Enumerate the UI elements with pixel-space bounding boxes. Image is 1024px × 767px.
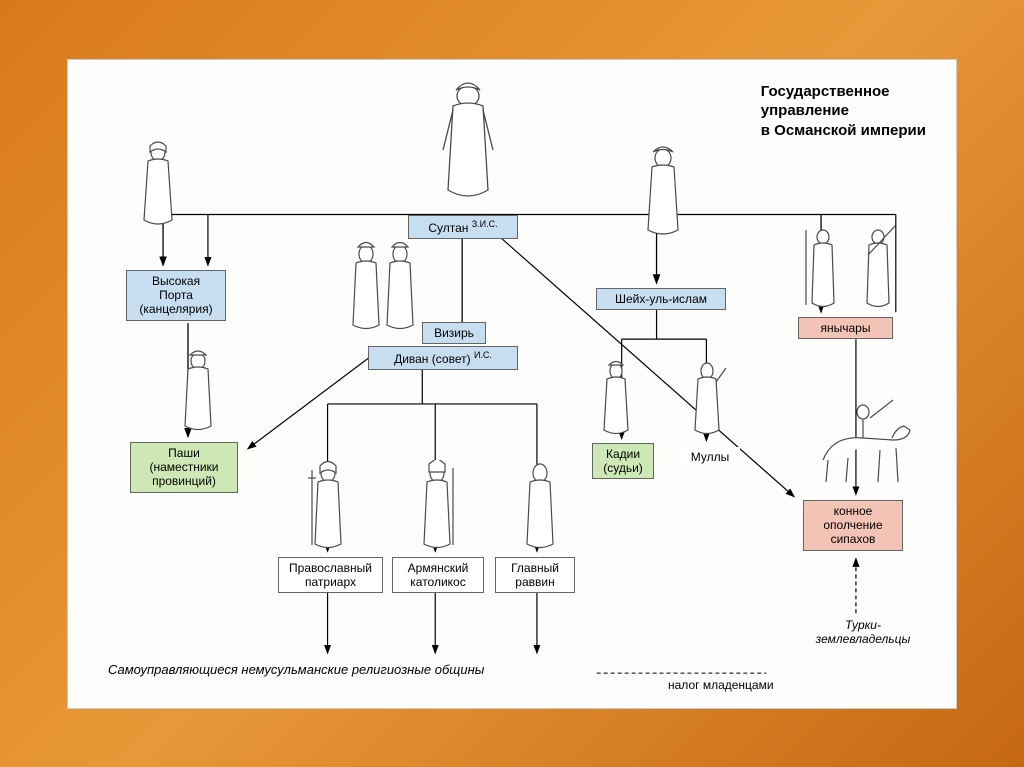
figure-rabbi (520, 460, 560, 552)
node-label: Порта (159, 288, 193, 302)
caption-line: Турки- (845, 618, 881, 632)
node-label: Главный (511, 561, 559, 575)
node-label: Паши (168, 446, 200, 460)
figure-porta-official (136, 140, 180, 230)
node-sheikh: Шейх-уль-ислам (596, 288, 726, 310)
node-porta: Высокая Порта (канцелярия) (126, 270, 226, 321)
figure-yanichary (798, 225, 913, 315)
node-label: Шейх-уль-ислам (615, 292, 707, 306)
node-catholicos: Армянский католикос (392, 557, 484, 594)
node-label: (судьи) (603, 461, 643, 475)
caption-turki: Турки- землевладельцы (803, 618, 923, 647)
caption-line: налог младенцами (668, 678, 774, 692)
title-line: в Османской империи (761, 122, 926, 139)
caption-line: Самоуправляющиеся немусульманские религи… (108, 662, 484, 677)
node-konnoe: конное ополчение сипахов (803, 500, 903, 551)
node-label: Армянский (408, 561, 469, 575)
node-rabbi: Главный раввин (495, 557, 575, 594)
node-patriarch: Православный патриарх (278, 557, 383, 594)
node-label: Визирь (434, 326, 474, 340)
figure-konnoe (808, 390, 918, 490)
node-label: католикос (410, 575, 465, 589)
node-label: конное (834, 504, 873, 518)
node-label: раввин (515, 575, 554, 589)
title-line: Государственное (761, 83, 890, 100)
node-sup: З.И.С. (472, 219, 498, 229)
node-label: Диван (совет) (394, 352, 471, 366)
figure-sultan (438, 80, 498, 210)
node-label: (канцелярия) (139, 302, 212, 316)
node-label: патриарх (305, 575, 356, 589)
diagram-panel: Государственное управление в Османской и… (67, 59, 957, 709)
figure-mully (686, 360, 728, 438)
figure-catholicos (416, 460, 458, 552)
node-sultan: Султан З.И.С. (408, 215, 518, 239)
node-label: (наместники (150, 460, 219, 474)
node-vizir: Визирь (422, 322, 486, 344)
caption-line: землевладельцы (816, 632, 911, 646)
caption-nalog: налог младенцами (668, 678, 774, 692)
node-sup: И.С. (474, 350, 492, 360)
node-label: Муллы (691, 450, 730, 464)
node-label: Султан (428, 221, 468, 235)
figure-sheikh (638, 145, 688, 240)
node-label: провинций) (152, 474, 216, 488)
figure-patriarch (306, 460, 350, 552)
node-pashi: Паши (наместники провинций) (130, 442, 238, 493)
node-yanichary: янычары (798, 317, 893, 339)
figure-kadii (596, 360, 636, 438)
node-label: Православный (289, 561, 372, 575)
node-kadii: Кадии (судьи) (592, 443, 654, 480)
node-mully: Муллы (680, 447, 740, 467)
caption-communities: Самоуправляющиеся немусульманские религи… (108, 662, 484, 677)
node-label: сипахов (831, 532, 876, 546)
node-label: Кадии (606, 447, 640, 461)
node-label: Высокая (152, 274, 200, 288)
title-line: управление (761, 102, 849, 119)
node-divan: Диван (совет) И.С. (368, 346, 518, 370)
node-label: янычары (821, 321, 871, 335)
diagram-title: Государственное управление в Османской и… (761, 82, 926, 141)
figure-pashi (176, 350, 220, 435)
node-label: ополчение (823, 518, 882, 532)
figure-divan (340, 240, 430, 335)
